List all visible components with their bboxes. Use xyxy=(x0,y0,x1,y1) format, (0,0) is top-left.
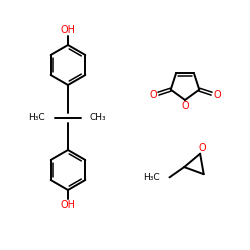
Text: O: O xyxy=(149,90,157,100)
Text: H₃C: H₃C xyxy=(28,114,45,122)
Text: O: O xyxy=(213,90,221,100)
Text: H₃C: H₃C xyxy=(143,173,160,182)
Text: CH₃: CH₃ xyxy=(90,114,106,122)
Text: OH: OH xyxy=(60,25,76,35)
Text: O: O xyxy=(181,101,189,111)
Text: O: O xyxy=(198,143,206,153)
Text: OH: OH xyxy=(60,200,76,210)
